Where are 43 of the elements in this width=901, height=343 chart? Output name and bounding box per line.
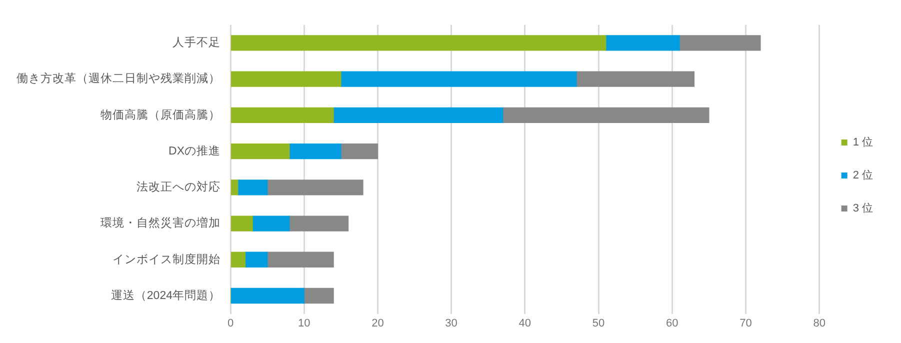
bar (230, 216, 253, 232)
bar (244, 252, 268, 268)
y-tick-label: 働き方改革（週休二日制や残業削減） (16, 71, 220, 86)
x-tick-label: 70 (740, 317, 752, 330)
bar (266, 180, 364, 196)
bar (238, 180, 268, 196)
y-tick-label: インボイス制度開始 (112, 252, 220, 266)
bar (230, 252, 246, 268)
bar (502, 107, 710, 124)
bar (340, 71, 577, 87)
legend-label: 1 位 (852, 136, 874, 149)
bar (230, 143, 290, 160)
x-tick-label: 40 (518, 317, 532, 330)
bar (252, 216, 290, 232)
bar (576, 71, 695, 87)
y-tick-label: 物価高騰（原価高騰） (100, 107, 220, 122)
y-tick-label: DXの推進 (168, 144, 220, 158)
x-tick-label: 30 (445, 317, 458, 330)
x-tick-label: 60 (666, 317, 678, 330)
bar (333, 107, 504, 124)
y-tick-label: 運送（2024年問題） (110, 288, 220, 302)
x-tick-label: 10 (298, 317, 310, 330)
bar (606, 35, 680, 51)
bar (230, 180, 238, 196)
x-tick-label: 50 (592, 317, 605, 330)
legend-label: 3 位 (852, 202, 874, 215)
bar (230, 107, 334, 124)
bar (266, 252, 334, 268)
x-tick-label: 80 (813, 317, 826, 330)
bar (679, 35, 761, 51)
bar (230, 71, 342, 87)
x-tick-label: 20 (372, 317, 384, 330)
y-tick-label: 法改正への対応 (136, 180, 220, 194)
bar (230, 35, 606, 51)
bar (289, 216, 349, 232)
bar (230, 288, 304, 304)
bar (304, 288, 334, 304)
x-tick-label: 0 (227, 317, 234, 330)
y-tick-label: 人手不足 (172, 35, 220, 50)
bar (340, 143, 378, 160)
legend-label: 2 位 (852, 170, 874, 182)
y-tick-label: 環境・自然災害の増加 (100, 216, 220, 230)
bar (289, 143, 342, 160)
